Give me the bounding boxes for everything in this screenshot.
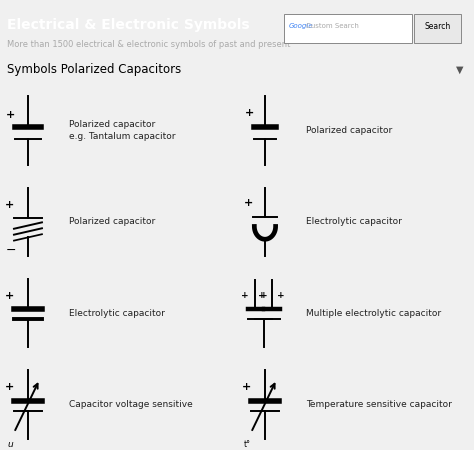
- Text: Temperature sensitive capacitor: Temperature sensitive capacitor: [306, 400, 451, 409]
- Text: +: +: [5, 382, 14, 392]
- Text: Symbols Polarized Capacitors: Symbols Polarized Capacitors: [7, 63, 182, 76]
- Text: Capacitor voltage sensitive: Capacitor voltage sensitive: [69, 400, 192, 409]
- FancyBboxPatch shape: [284, 14, 412, 43]
- Text: +: +: [245, 108, 254, 118]
- Text: +: +: [6, 110, 15, 120]
- Text: +: +: [276, 291, 284, 300]
- FancyBboxPatch shape: [414, 14, 461, 43]
- Text: +: +: [258, 291, 265, 300]
- Text: Search: Search: [424, 22, 451, 31]
- Text: Multiple electrolytic capacitor: Multiple electrolytic capacitor: [306, 309, 441, 318]
- Text: Electrolytic capacitor: Electrolytic capacitor: [69, 309, 164, 318]
- Text: +: +: [244, 198, 254, 208]
- Text: Custom Search: Custom Search: [306, 23, 359, 29]
- Text: Electrical & Electronic Symbols: Electrical & Electronic Symbols: [7, 18, 250, 32]
- Text: Google: Google: [288, 23, 313, 29]
- Text: +: +: [5, 291, 14, 301]
- Text: +: +: [260, 291, 267, 300]
- Text: Polarized capacitor: Polarized capacitor: [306, 126, 392, 135]
- Text: ▼: ▼: [456, 65, 464, 75]
- Text: Electrolytic capacitor: Electrolytic capacitor: [306, 217, 401, 226]
- Text: Polarized capacitor
e.g. Tantalum capacitor: Polarized capacitor e.g. Tantalum capaci…: [69, 120, 175, 141]
- Text: More than 1500 electrical & electronic symbols of past and present: More than 1500 electrical & electronic s…: [7, 40, 291, 49]
- Text: u: u: [8, 440, 13, 449]
- Text: −: −: [5, 244, 16, 256]
- Text: +: +: [5, 199, 14, 210]
- Text: t°: t°: [244, 440, 251, 449]
- Text: Polarized capacitor: Polarized capacitor: [69, 217, 155, 226]
- Text: +: +: [242, 382, 251, 392]
- Text: +: +: [241, 291, 249, 300]
